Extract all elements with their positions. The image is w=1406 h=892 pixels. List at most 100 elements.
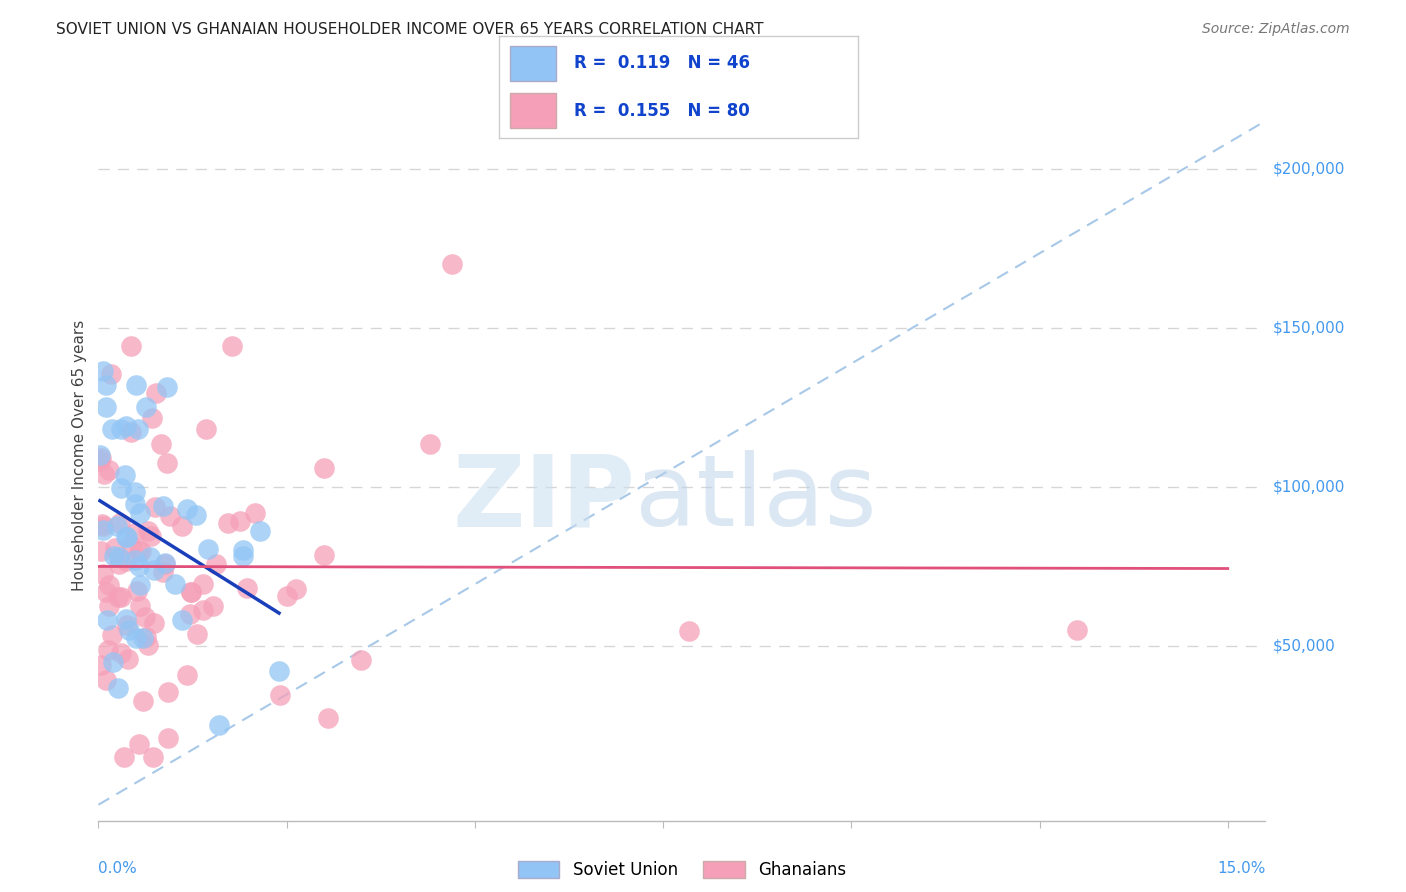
Point [105, 518, 128, 533]
Point [152, 565, 174, 579]
Text: Source: ZipAtlas.com: Source: ZipAtlas.com [1202, 22, 1350, 37]
Point [117, 623, 139, 637]
Point [157, 685, 180, 699]
Point [108, 516, 131, 531]
Point [314, 549, 336, 563]
Point [115, 530, 138, 544]
Point [101, 655, 124, 669]
Point [117, 651, 139, 665]
Point [267, 665, 290, 679]
Point [678, 624, 700, 639]
Point [125, 378, 148, 392]
Point [115, 612, 138, 626]
Text: $100,000: $100,000 [1272, 479, 1344, 494]
Point [94, 673, 117, 688]
Point [194, 422, 217, 436]
Bar [510, 45, 557, 81]
Point [107, 558, 129, 572]
Point [152, 500, 174, 514]
Point [115, 554, 138, 568]
Text: R =  0.119   N = 46: R = 0.119 N = 46 [575, 54, 751, 72]
Point [191, 576, 214, 591]
Point [91, 364, 114, 378]
Point [208, 718, 231, 732]
Point [232, 549, 254, 564]
Point [229, 514, 252, 528]
Point [90, 450, 112, 465]
Point [90, 657, 112, 672]
Point [138, 549, 160, 564]
Text: ZIP: ZIP [453, 450, 636, 548]
Point [157, 731, 180, 746]
Point [186, 627, 208, 641]
Point [145, 385, 167, 400]
Point [110, 422, 132, 436]
Point [349, 653, 371, 667]
Point [91, 566, 114, 581]
Point [97, 643, 120, 657]
Point [156, 380, 179, 394]
Point [170, 613, 193, 627]
Point [163, 577, 186, 591]
Bar [510, 93, 557, 128]
Point [89, 454, 111, 468]
Point [141, 528, 163, 542]
Point [124, 485, 146, 500]
Point [142, 563, 165, 577]
Point [112, 750, 135, 764]
Point [110, 647, 132, 661]
Point [221, 339, 243, 353]
Point [120, 425, 142, 439]
Text: $200,000: $200,000 [1272, 161, 1344, 177]
Point [91, 523, 114, 537]
Point [135, 400, 157, 414]
Point [129, 578, 152, 592]
Point [103, 549, 125, 563]
Point [132, 694, 155, 708]
Point [94, 584, 117, 599]
Text: R =  0.155   N = 80: R = 0.155 N = 80 [575, 102, 751, 120]
Point [93, 467, 115, 481]
Point [110, 590, 132, 604]
Point [236, 581, 259, 595]
Point [120, 539, 142, 553]
Point [129, 599, 152, 613]
Point [143, 500, 166, 515]
Point [138, 638, 160, 652]
Point [136, 524, 159, 538]
Point [245, 507, 267, 521]
Point [124, 526, 146, 541]
Point [101, 422, 124, 436]
Point [217, 516, 239, 531]
Point [125, 631, 148, 645]
Point [117, 530, 139, 544]
Point [176, 667, 198, 681]
Point [129, 544, 152, 558]
Point [134, 630, 156, 644]
Point [312, 461, 335, 475]
Point [141, 411, 163, 425]
Point [149, 437, 172, 451]
Point [91, 516, 114, 531]
Point [115, 419, 138, 434]
Point [110, 481, 132, 495]
Point [93, 518, 115, 533]
Point [180, 585, 202, 599]
Point [120, 339, 142, 353]
Point [129, 506, 152, 520]
Point [89, 448, 111, 462]
Point [142, 750, 165, 764]
Point [186, 508, 208, 522]
Point [94, 401, 117, 415]
Point [197, 541, 219, 556]
Point [232, 543, 254, 558]
Point [104, 541, 127, 556]
Point [179, 607, 201, 622]
Point [108, 550, 131, 565]
Point [285, 582, 308, 597]
Text: 15.0%: 15.0% [1218, 861, 1265, 876]
Y-axis label: Householder Income Over 65 years: Householder Income Over 65 years [72, 319, 87, 591]
Point [205, 557, 228, 571]
Point [97, 599, 120, 613]
Point [269, 688, 291, 702]
